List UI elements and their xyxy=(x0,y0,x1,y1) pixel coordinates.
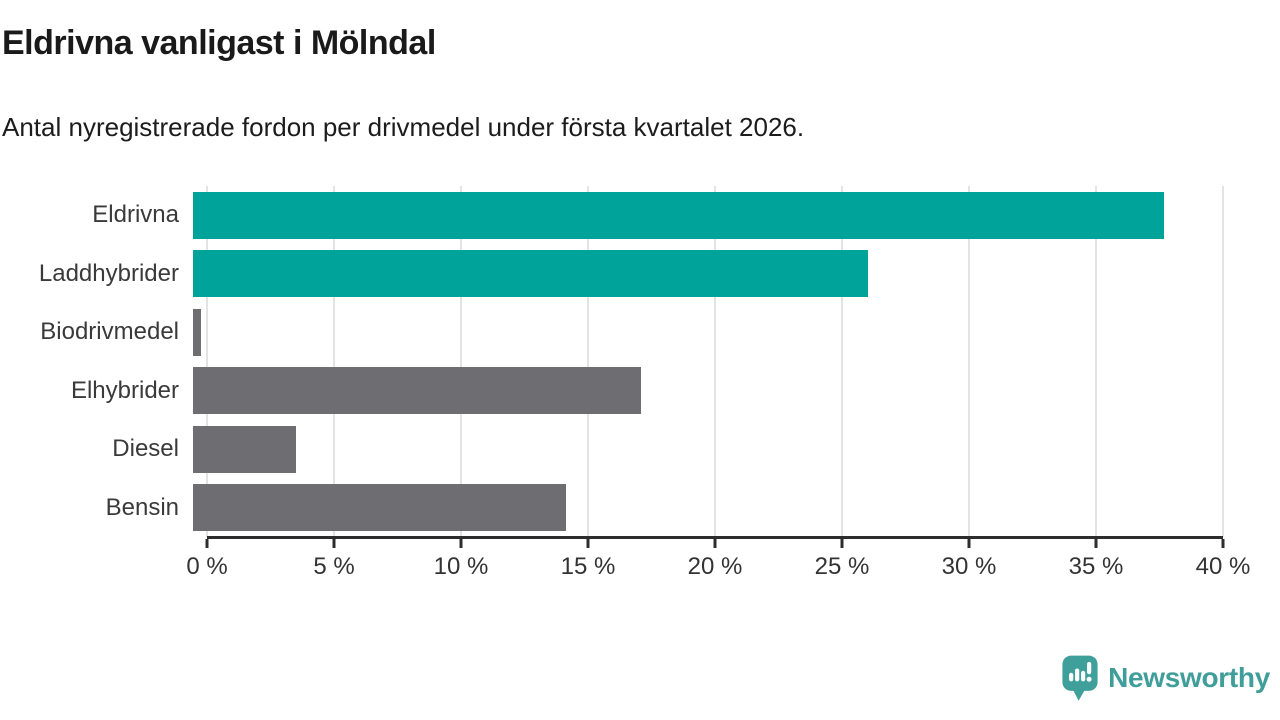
gridline xyxy=(206,186,208,537)
chart-subtitle: Antal nyregistrerade fordon per drivmede… xyxy=(2,112,805,142)
gridline xyxy=(1095,186,1097,537)
bar-diesel xyxy=(193,425,296,473)
newsworthy-chart-bubble-icon xyxy=(1062,655,1098,701)
axis-tick xyxy=(840,539,844,548)
axis-tick-label: 0 % xyxy=(186,553,228,580)
axis-tick-label: 25 % xyxy=(814,553,870,580)
category-label: Diesel xyxy=(112,435,179,463)
bar-row: Eldrivna xyxy=(0,186,1223,245)
chart-title: Eldrivna vanligast i Mölndal xyxy=(2,24,436,62)
bar-row: Biodrivmedel xyxy=(0,303,1223,362)
bar-track xyxy=(193,362,1223,421)
bar-row: Laddhybrider xyxy=(0,245,1223,304)
bar-track xyxy=(193,420,1223,479)
axis-tick-label: 20 % xyxy=(687,553,743,580)
gridline xyxy=(460,186,462,537)
gridline xyxy=(333,186,335,537)
bar-row: Elhybrider xyxy=(0,362,1223,421)
category-label: Elhybrider xyxy=(70,376,179,404)
bar-rows: Eldrivna Laddhybrider Biodrivmedel Elhybrid… xyxy=(0,186,1223,537)
bar-track xyxy=(193,186,1223,245)
gridlines xyxy=(206,186,1224,537)
bar-laddhybrider xyxy=(193,250,868,298)
bar-row: Bensin xyxy=(0,479,1223,538)
axis-tick-label: 10 % xyxy=(433,553,489,580)
axis-tick xyxy=(1221,539,1225,548)
bar-track xyxy=(193,245,1223,304)
category-label: Bensin xyxy=(105,493,179,521)
bar-chart: Eldrivna Laddhybrider Biodrivmedel Elhybrid… xyxy=(0,186,1224,537)
bar-track xyxy=(193,303,1223,362)
category-label: Laddhybrider xyxy=(38,259,179,287)
gridline xyxy=(841,186,843,537)
axis-tick xyxy=(1094,539,1098,548)
axis-tick xyxy=(332,539,336,548)
category-label: Eldrivna xyxy=(92,201,179,229)
bar-row: Diesel xyxy=(0,420,1223,479)
gridline xyxy=(714,186,716,537)
axis-tick xyxy=(967,539,971,548)
bar-elhybrider xyxy=(193,367,642,415)
axis-tick-label: 30 % xyxy=(941,553,997,580)
axis-tick xyxy=(586,539,590,548)
gridline xyxy=(587,186,589,537)
brand-name: Newsworthy xyxy=(1108,662,1270,693)
newsworthy-logo: Newsworthy xyxy=(1061,654,1270,702)
axis-tick xyxy=(713,539,717,548)
axis-tick-label: 5 % xyxy=(313,553,355,580)
axis-tick-label: 15 % xyxy=(560,553,616,580)
bar-bensin xyxy=(193,484,567,532)
category-label: Biodrivmedel xyxy=(40,318,179,346)
x-axis: 0 % 5 % 10 % 15 % 20 % 25 % 30 % 35 % 40 % xyxy=(186,536,1250,586)
bar-track xyxy=(193,479,1223,538)
bar-biodrivmedel xyxy=(193,308,201,356)
bar-eldrivna xyxy=(193,191,1164,239)
axis-tick xyxy=(205,539,209,548)
gridline xyxy=(1222,186,1224,537)
axis-tick-label: 40 % xyxy=(1195,553,1251,580)
axis-tick xyxy=(459,539,463,548)
axis-tick-label: 35 % xyxy=(1068,553,1124,580)
gridline xyxy=(968,186,970,537)
